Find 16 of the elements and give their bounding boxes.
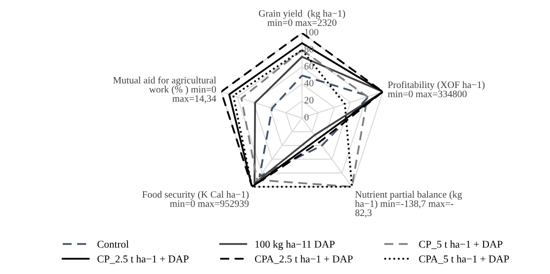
spoke-label: Food security (K Cal ha−1) min=0 max=952939 xyxy=(142,190,249,207)
legend-label: CP_5 t ha−1 + DAP xyxy=(419,240,502,249)
legend-label: 100 kg ha−11 DAP xyxy=(255,240,335,250)
y-tick-label: 20 xyxy=(304,96,314,104)
spoke-label: Grain yield (kg ha−1) min=0 max=2320 xyxy=(258,10,346,26)
spoke-label: Nutrient partial balance (kg ha−1) min=-138,7 max=- 82,3 xyxy=(355,190,462,218)
y-tick-label: 100 xyxy=(304,28,318,36)
y-tick-label: 40 xyxy=(304,80,314,86)
legend-label: CP_2.5 t ha−1 + DAP xyxy=(97,255,189,264)
legend-label: CPA_5 t ha−1 + DAP xyxy=(419,255,509,264)
y-tick-label: 60 xyxy=(304,62,314,70)
legend-label: Control xyxy=(97,240,129,248)
y-tick-label: 0 xyxy=(304,114,309,120)
spoke-label: Mutual aid for agricultural work (% ) min=0 max=14,34 xyxy=(113,76,216,104)
spoke-label: Profitability (XOF ha−1) min=0 max=334800 xyxy=(388,81,485,98)
legend-label: CPA_2.5 t ha−1 + DAP xyxy=(254,255,353,264)
